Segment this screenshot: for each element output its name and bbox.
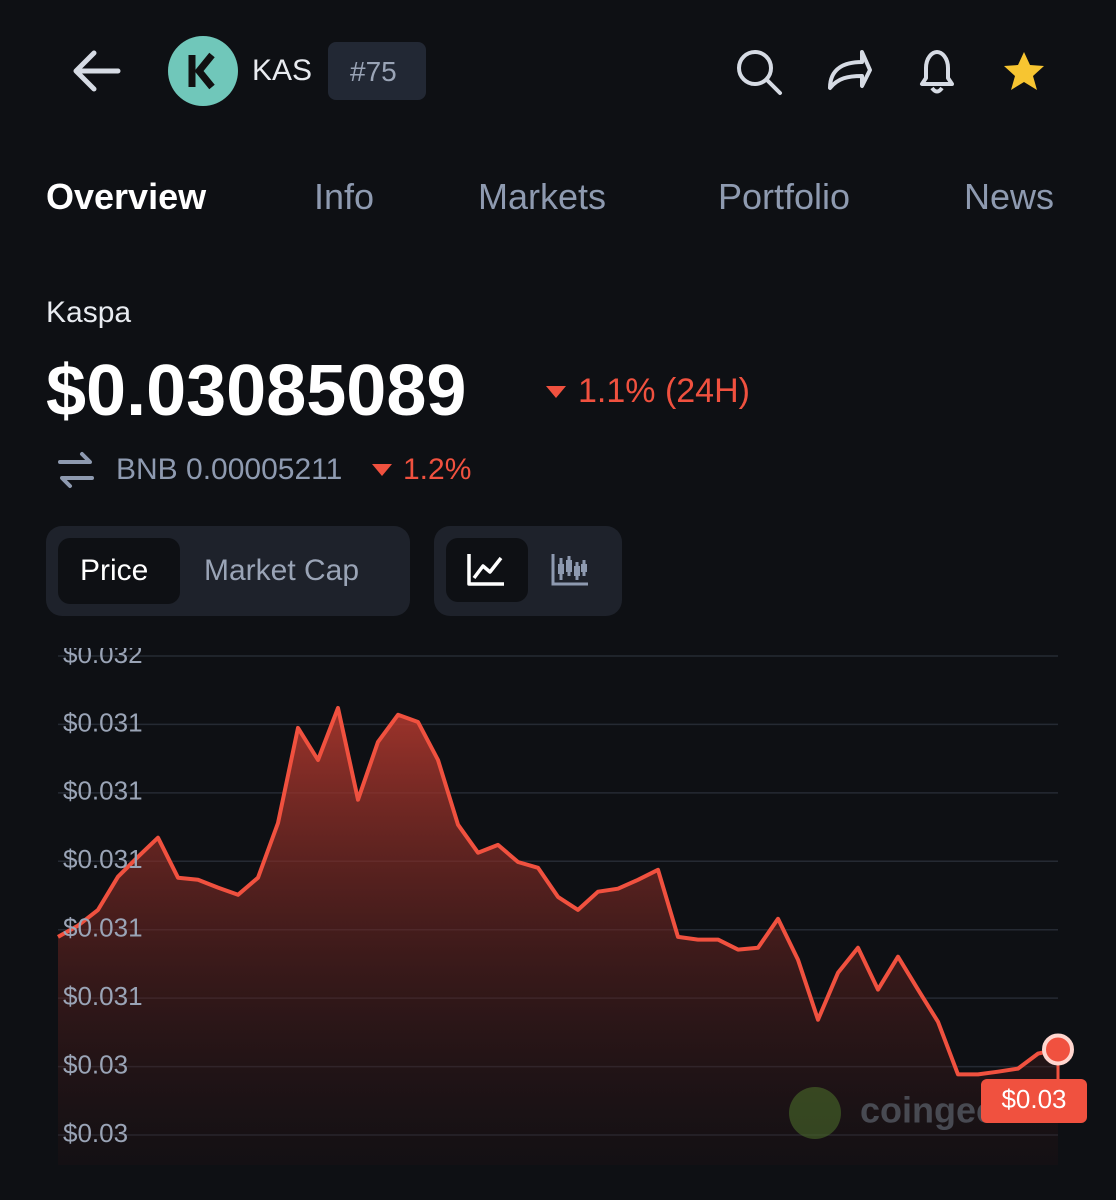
y-tick-label: $0.03	[63, 1049, 128, 1079]
y-tick-label: $0.03	[63, 1118, 128, 1148]
y-tick-label: $0.031	[63, 707, 143, 737]
coin-name: Kaspa	[46, 296, 132, 329]
tab[interactable]: Markets	[478, 176, 607, 217]
line-chart-icon[interactable]	[466, 552, 506, 588]
rank-badge	[328, 42, 426, 100]
tab[interactable]: Portfolio	[718, 176, 851, 217]
price-line	[57, 706, 1059, 1077]
candle-chart-icon[interactable]	[550, 552, 590, 588]
back-button[interactable]	[73, 50, 121, 92]
tab[interactable]: News	[964, 176, 1055, 217]
tab[interactable]: Overview	[46, 176, 207, 217]
watermark-logo	[789, 1087, 841, 1139]
swap-icon[interactable]	[56, 450, 96, 490]
toggle-option[interactable]: Market Cap	[204, 554, 360, 587]
y-tick-label: $0.031	[63, 981, 143, 1011]
pair-price: BNB 0.00005211	[116, 453, 343, 486]
share-icon[interactable]	[828, 50, 872, 90]
pair-change: 1.2%	[403, 453, 472, 486]
coin-price: $0.03085089	[46, 351, 467, 431]
y-tick-label: $0.031	[63, 913, 143, 943]
toggle-selected	[58, 538, 180, 604]
favorite-star[interactable]	[1004, 52, 1044, 90]
toggle-option[interactable]: Price	[80, 554, 149, 587]
coin-symbol: KAS	[252, 54, 313, 87]
header-icons	[73, 36, 1044, 106]
y-tick-label: $0.031	[63, 844, 143, 874]
coin-rank: #75	[350, 56, 397, 87]
down-arrow	[372, 464, 392, 476]
price-area	[58, 708, 1058, 1165]
down-arrow	[546, 386, 566, 398]
price-change: 1.1% (24H)	[578, 372, 750, 410]
coin-logo-mark	[188, 52, 215, 90]
search-handle	[765, 78, 782, 95]
tab[interactable]: Info	[314, 176, 375, 217]
alert-icon[interactable]	[920, 50, 954, 94]
search-icon[interactable]	[737, 50, 773, 86]
end-marker	[1042, 1033, 1074, 1066]
y-tick-label: $0.032	[63, 639, 143, 669]
end-label-bg	[981, 1079, 1087, 1123]
end-label: $0.03	[1001, 1084, 1066, 1114]
y-tick-label: $0.031	[63, 776, 143, 806]
